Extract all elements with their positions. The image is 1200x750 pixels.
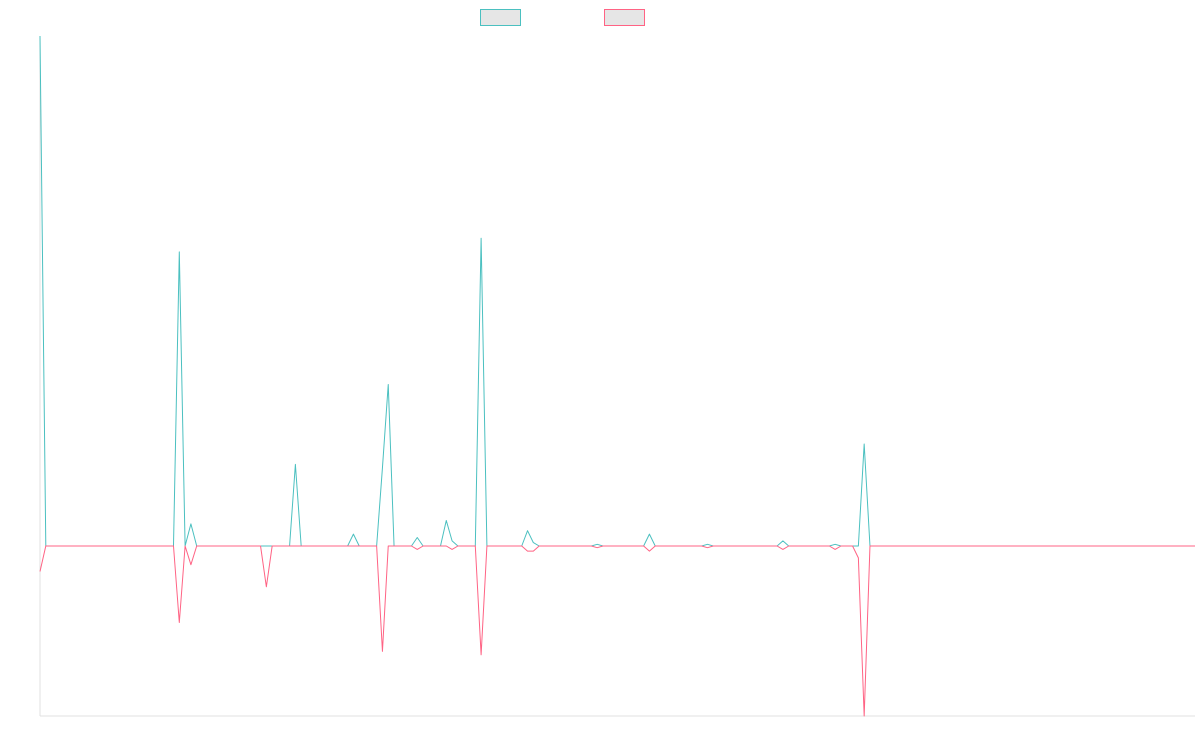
legend	[480, 9, 645, 26]
legend-swatch-1[interactable]	[480, 9, 521, 26]
legend-swatch-2[interactable]	[604, 9, 645, 26]
series-layer	[39, 35, 1195, 717]
series-line-2	[39, 545, 1195, 717]
axes	[39, 36, 1195, 717]
series-line-1	[39, 35, 1195, 547]
